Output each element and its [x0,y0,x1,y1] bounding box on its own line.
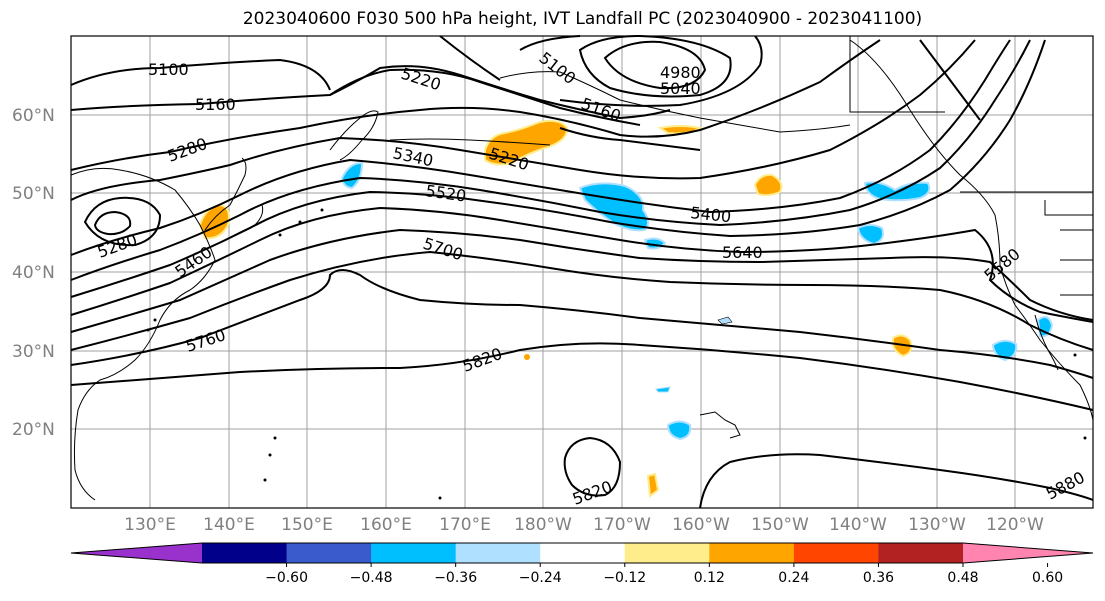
colorbar-tick-label: 0.60 [1032,570,1063,586]
contour-5520 [70,39,1046,298]
colorbar-tick-label: −0.48 [350,570,393,586]
shade-orange-mid [753,173,783,197]
colorbar-extension-high [963,543,1093,563]
lon-label: 150°W [751,515,809,535]
colorbar-tick-label: −0.36 [434,570,477,586]
lat-label: 50°N [12,184,55,204]
contour-5100-w [70,58,331,91]
contour-label: 5040 [660,79,701,98]
lat-label: 30°N [12,342,55,362]
contour-5460 [70,39,1031,281]
lon-label: 130°E [124,515,176,535]
shade-blue-mid1 [856,224,884,246]
longitude-labels: 130°E 140°E 150°E 160°E 170°E 180°W 170°… [124,515,1044,535]
colorbar-tick-label: 0.48 [947,570,978,586]
contour-5220-sec [559,39,981,151]
contour-5640 [70,228,1094,333]
lon-label: 160°E [360,515,412,535]
lat-label: 40°N [12,263,55,283]
islands [146,208,1087,500]
shade-blue-hawaii [666,420,692,441]
contour-5820 [70,342,1094,411]
lat-label: 20°N [12,420,55,440]
colorbar-tick-label: 0.12 [694,570,725,586]
contour-5160-w [70,65,671,120]
colorbar-tick-label: −0.12 [603,570,646,586]
shade-orange-bering [484,119,569,166]
lon-label: 170°W [593,515,651,535]
contour-4980 [603,40,707,90]
contour-5880 [699,453,1094,509]
colorbar-segment [202,543,288,563]
map-title: 2023040600 F030 500 hPa height, IVT Land… [242,9,923,29]
contour-5700 [70,250,1094,351]
colorbar-extension-low [71,543,202,563]
colorbar-segment [709,543,795,563]
lon-label: 180°W [514,515,572,535]
lon-label: 150°E [281,515,333,535]
lon-label: 140°E [203,515,255,535]
border-us-canada [960,191,1093,296]
contour-label: 5640 [722,243,763,262]
contour-low-inner [93,210,132,236]
map-frame [70,35,1094,509]
colorbar-tick-label: 0.36 [863,570,894,586]
shade-blue-tiny [717,316,733,325]
colorbar-tick-label: −0.60 [265,570,308,586]
lon-label: 120°W [986,515,1044,535]
coast-hawaii [699,411,741,439]
shade-orange-small [646,472,660,498]
coast-baja [1034,314,1059,371]
shade-orange-dot [524,354,530,360]
contour-5760 [70,269,1094,379]
colorbar-segment [455,543,541,563]
contour-label: 4980 [660,63,701,82]
colorbar-segment [624,543,710,563]
colorbar-tick-label: −0.24 [519,570,562,586]
colorbar-outline [70,542,1094,564]
contour-5340 [70,39,976,201]
lon-label: 170°E [439,515,491,535]
shade-blue-sw [991,339,1018,362]
lon-label: 160°W [672,515,730,535]
lon-label: 130°W [908,515,966,535]
contour-5820-closed [563,436,622,497]
colorbar-tick-label: 0.24 [778,570,809,586]
lon-label: 140°W [829,515,887,535]
colorbar: −0.60 −0.48 −0.36 −0.24 −0.12 0.12 0.24 0.36 0.4… [70,542,1094,586]
contour-5280-w [70,39,881,171]
contour-label: 5160 [195,95,236,114]
contour-low-5280 [83,196,162,247]
contour-5580 [70,206,1094,323]
height-contours [70,34,1094,509]
contour-5400 [70,39,1011,256]
coast-kamchatka [329,110,379,161]
shade-blue-small [655,386,671,393]
coast-aleutians [389,138,551,146]
latitude-labels: 60°N 50°N 40°N 30°N 20°N [12,106,55,440]
contour-label: 5400 [690,203,732,226]
colorbar-segment [540,543,626,563]
contour-5220 [329,35,641,126]
contour-label: 5100 [148,60,189,79]
colorbar-segment [793,543,879,563]
lat-label: 60°N [12,106,55,126]
colorbar-segment [286,543,372,563]
colorbar-segment [371,543,457,563]
colorbar-segment [878,543,964,563]
